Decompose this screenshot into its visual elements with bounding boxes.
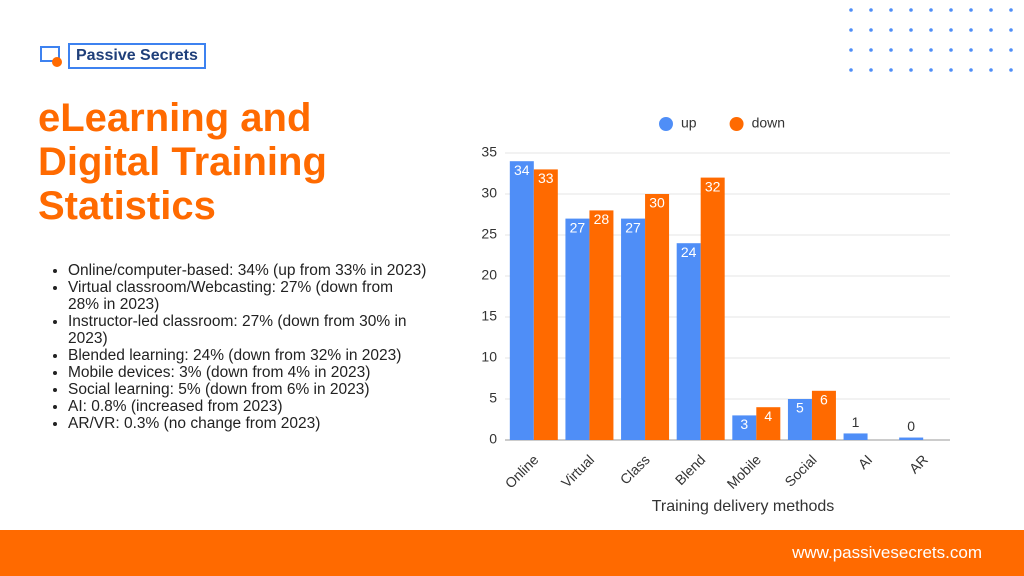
x-tick-label: Online xyxy=(502,451,542,491)
bullet-list: Online/computer-based: 34% (up from 33% … xyxy=(48,262,428,432)
data-label: 32 xyxy=(705,178,721,194)
y-tick-label: 35 xyxy=(481,144,497,160)
logo: Passive Secrets xyxy=(40,43,206,69)
data-label: 1 xyxy=(852,414,860,430)
bullet: Virtual classroom/Webcasting: 27% (down … xyxy=(68,279,428,313)
data-label: 27 xyxy=(570,219,586,235)
bar xyxy=(621,218,646,440)
x-axis-title: Training delivery methods xyxy=(652,498,835,515)
data-label: 27 xyxy=(625,219,641,235)
brand: Passive Secrets xyxy=(68,43,206,69)
bullet: AR/VR: 0.3% (no change from 2023) xyxy=(68,415,428,432)
x-tick-label: Blend xyxy=(672,451,709,488)
bar xyxy=(565,218,590,440)
data-label: 0 xyxy=(907,418,915,434)
data-label: 6 xyxy=(820,392,828,408)
legend-swatch xyxy=(659,117,673,131)
y-tick-label: 10 xyxy=(481,349,497,365)
x-tick-label: Virtual xyxy=(558,451,597,490)
bullet: Blended learning: 24% (down from 32% in … xyxy=(68,347,428,364)
legend-swatch xyxy=(729,117,744,131)
bar xyxy=(843,433,868,440)
bar xyxy=(533,169,558,440)
x-tick-label: Mobile xyxy=(724,451,765,492)
bar xyxy=(899,437,924,440)
bullet: Online/computer-based: 34% (up from 33% … xyxy=(68,262,428,279)
page-title: eLearning and Digital Training Statistic… xyxy=(38,96,327,228)
bar xyxy=(732,415,757,440)
bar xyxy=(645,194,670,440)
data-label: 3 xyxy=(740,416,748,432)
data-label: 24 xyxy=(681,244,697,260)
data-label: 33 xyxy=(538,170,554,186)
chart: Training delivery methods 05101520253035… xyxy=(481,115,950,515)
logo-icon xyxy=(40,46,62,67)
data-label: 5 xyxy=(796,400,804,416)
bullet: Mobile devices: 3% (down from 4% in 2023… xyxy=(68,364,428,381)
bar xyxy=(756,407,781,440)
x-tick-label: AR xyxy=(906,451,931,476)
y-tick-label: 15 xyxy=(481,308,497,324)
bar xyxy=(589,210,614,440)
y-tick-label: 20 xyxy=(481,267,497,283)
data-label: 34 xyxy=(514,162,530,178)
bar xyxy=(811,390,836,440)
y-tick-label: 30 xyxy=(481,185,497,201)
x-tick-label: Class xyxy=(617,451,653,487)
bullet: Instructor-led classroom: 27% (down from… xyxy=(68,313,428,347)
legend-label: up xyxy=(681,115,697,131)
data-label: 4 xyxy=(764,408,772,424)
legend-label: down xyxy=(752,115,785,131)
y-tick-label: 0 xyxy=(489,431,497,447)
bar xyxy=(676,243,701,440)
bar xyxy=(700,177,725,440)
y-tick-label: 25 xyxy=(481,226,497,242)
bullet: Social learning: 5% (down from 6% in 202… xyxy=(68,381,428,398)
x-tick-label: Social xyxy=(781,451,819,489)
data-label: 30 xyxy=(649,195,665,211)
data-label: 28 xyxy=(594,211,610,227)
bullet: AI: 0.8% (increased from 2023) xyxy=(68,398,428,415)
bar xyxy=(509,161,534,440)
y-tick-label: 5 xyxy=(489,390,497,406)
x-tick-label: AI xyxy=(855,451,876,472)
bar xyxy=(787,399,812,440)
footer: www.passivesecrets.com xyxy=(0,530,1024,576)
footer-url: www.passivesecrets.com xyxy=(792,543,982,562)
